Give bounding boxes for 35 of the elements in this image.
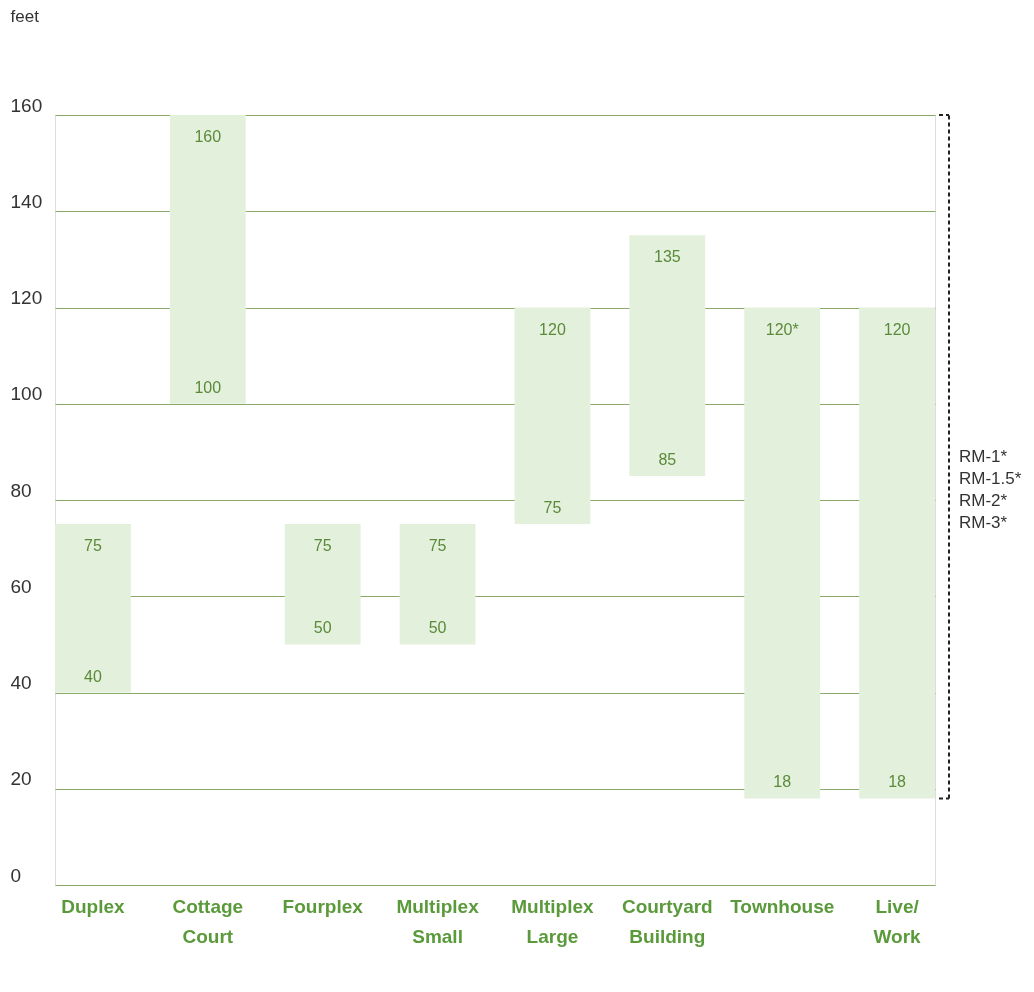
y-tick-label: 140	[10, 190, 43, 212]
annotation: 75	[84, 537, 102, 555]
x-tick-label: Multiplex Large	[511, 895, 595, 947]
annotation: 85	[658, 450, 677, 468]
y-tick-label: 100	[10, 383, 43, 405]
annotation: 75	[543, 499, 562, 517]
x-tick-label: Courtyard Building	[621, 895, 713, 947]
annotation: 160	[194, 128, 222, 145]
x-tick-label: Duplex	[61, 895, 126, 917]
x-tick-label: Cottage Court	[172, 895, 244, 947]
annotation: 40	[84, 667, 102, 685]
y-axis-title: feet	[10, 6, 40, 26]
y-tick-label: 160	[10, 94, 43, 116]
y-tick-label: 60	[10, 575, 32, 597]
x-tick-label: Live/ Work	[873, 895, 922, 947]
annotation: 120	[883, 320, 911, 338]
annotation: 120*	[765, 320, 799, 338]
annotation: 120	[539, 320, 566, 338]
y-tick-label: 40	[10, 672, 32, 693]
text: RM-1* RM-1.5* RM-2* RM-3*	[959, 446, 1022, 532]
y-tick-label: 120	[10, 287, 43, 308]
annotation: 100	[194, 378, 222, 396]
annotation: 75	[428, 537, 447, 555]
annotation: 18	[773, 773, 792, 791]
annotation: 18	[888, 773, 907, 791]
annotation: 50	[428, 619, 447, 637]
annotation: 135	[653, 248, 681, 266]
y-tick-label: 80	[10, 479, 32, 501]
annotation: 50	[313, 619, 332, 637]
annotation: 75	[313, 537, 332, 555]
x-tick-label: Multiplex Small	[396, 895, 480, 947]
x-tick-label: Fourplex	[282, 895, 364, 917]
y-tick-label: 0	[10, 864, 22, 886]
y-tick-label: 20	[10, 768, 32, 790]
x-tick-label: Townhouse	[730, 895, 835, 917]
